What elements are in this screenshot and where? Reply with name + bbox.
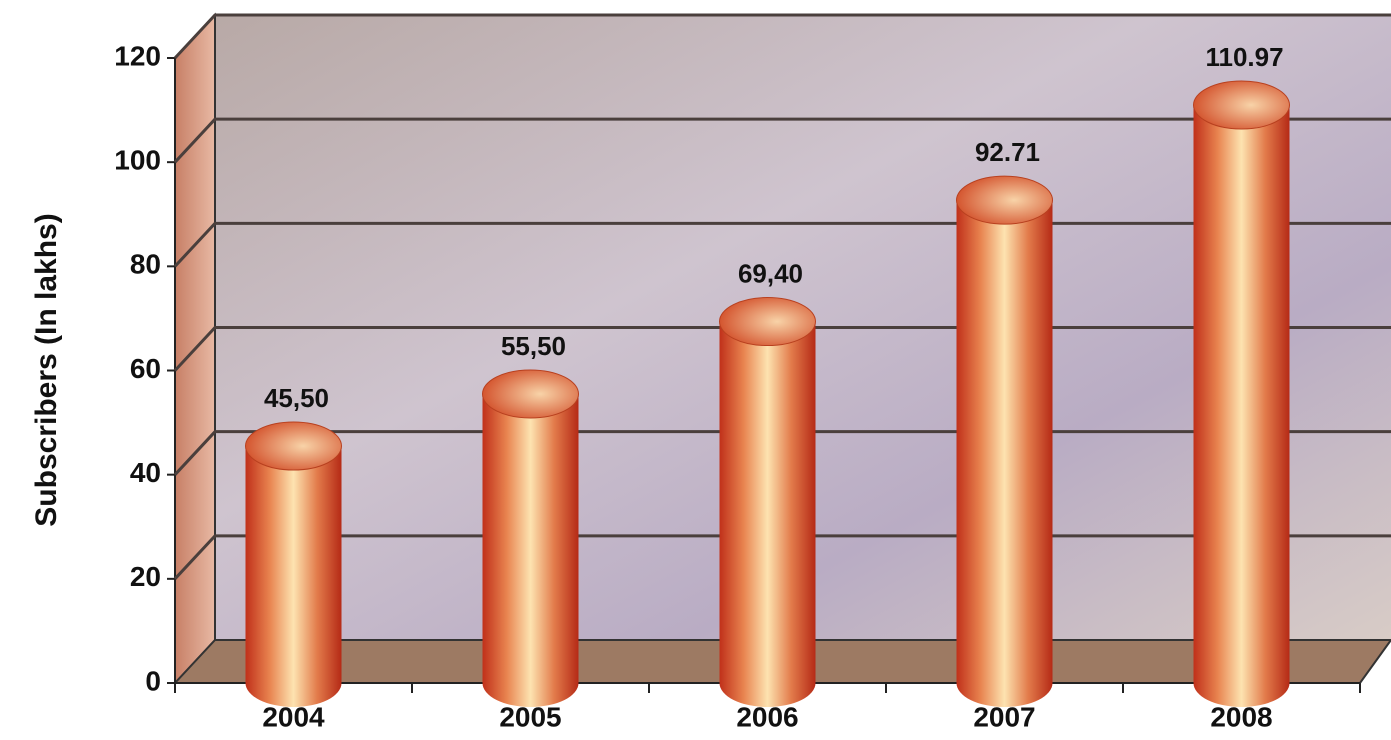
grid-line xyxy=(173,13,1391,60)
y-tick-label: 120 xyxy=(114,40,161,71)
value-label: 110.97 xyxy=(1205,42,1283,72)
bar xyxy=(956,175,1053,707)
y-tick-label: 40 xyxy=(130,457,161,488)
y-tick-label: 20 xyxy=(130,561,161,592)
bar xyxy=(1193,80,1290,707)
y-tick-label: 100 xyxy=(114,145,161,176)
value-label: 55,50 xyxy=(501,331,566,361)
value-label: 45,50 xyxy=(264,383,329,413)
value-label: 92.71 xyxy=(975,137,1040,167)
bar xyxy=(482,369,579,707)
bar xyxy=(245,421,342,707)
value-label: 69,40 xyxy=(738,258,803,288)
y-tick-label: 0 xyxy=(145,665,161,696)
y-tick-label: 60 xyxy=(130,353,161,384)
grid-line xyxy=(173,117,1391,164)
y-tick-label: 80 xyxy=(130,249,161,280)
y-axis-title: Subscribers (In lakhs) xyxy=(30,213,63,526)
bar xyxy=(719,297,816,707)
